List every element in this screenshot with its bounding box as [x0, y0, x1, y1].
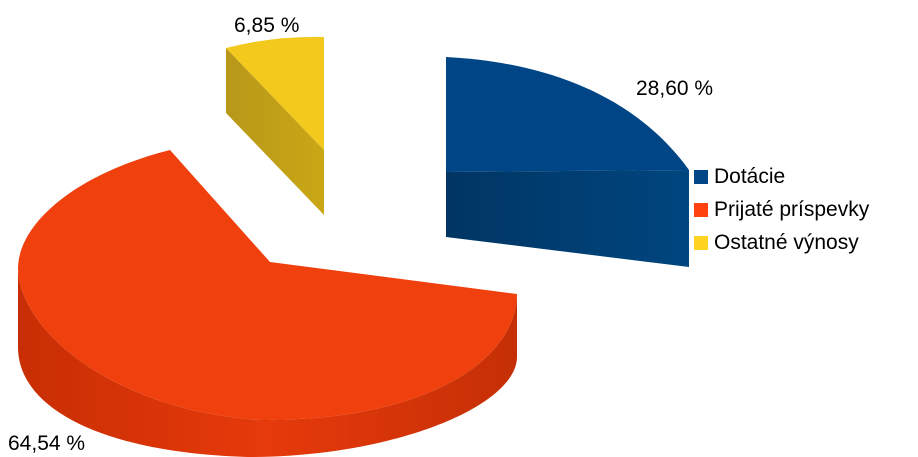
- data-label-ostatne-vynosy: 6,85 %: [234, 14, 299, 37]
- legend-swatch-prijate-prispevky: [694, 202, 708, 217]
- slice-dotacie: [446, 57, 689, 172]
- legend: Dotácie Prijaté príspevky Ostatné výnosy: [694, 160, 869, 259]
- data-label-prijate-prispevky: 64,54 %: [8, 432, 85, 455]
- legend-item-prijate-prispevky: Prijaté príspevky: [694, 193, 869, 226]
- slice-side-prijate-prispevky: [18, 269, 517, 457]
- slice-side-ostatne-vynosy: [226, 48, 324, 215]
- legend-item-ostatne-vynosy: Ostatné výnosy: [694, 226, 869, 259]
- legend-label-ostatne-vynosy: Ostatné výnosy: [714, 230, 859, 254]
- slice-ostatne-vynosy: [226, 36, 324, 150]
- legend-label-prijate-prispevky: Prijaté príspevky: [714, 197, 870, 221]
- legend-item-dotacie: Dotácie: [694, 160, 869, 193]
- legend-label-dotacie: Dotácie: [714, 164, 786, 188]
- slice-side-dotacie: [446, 170, 689, 267]
- legend-swatch-dotacie: [694, 169, 708, 184]
- data-label-dotacie: 28,60 %: [636, 77, 713, 100]
- legend-swatch-ostatne-vynosy: [694, 235, 708, 250]
- slice-prijate-prispevky: [18, 150, 517, 420]
